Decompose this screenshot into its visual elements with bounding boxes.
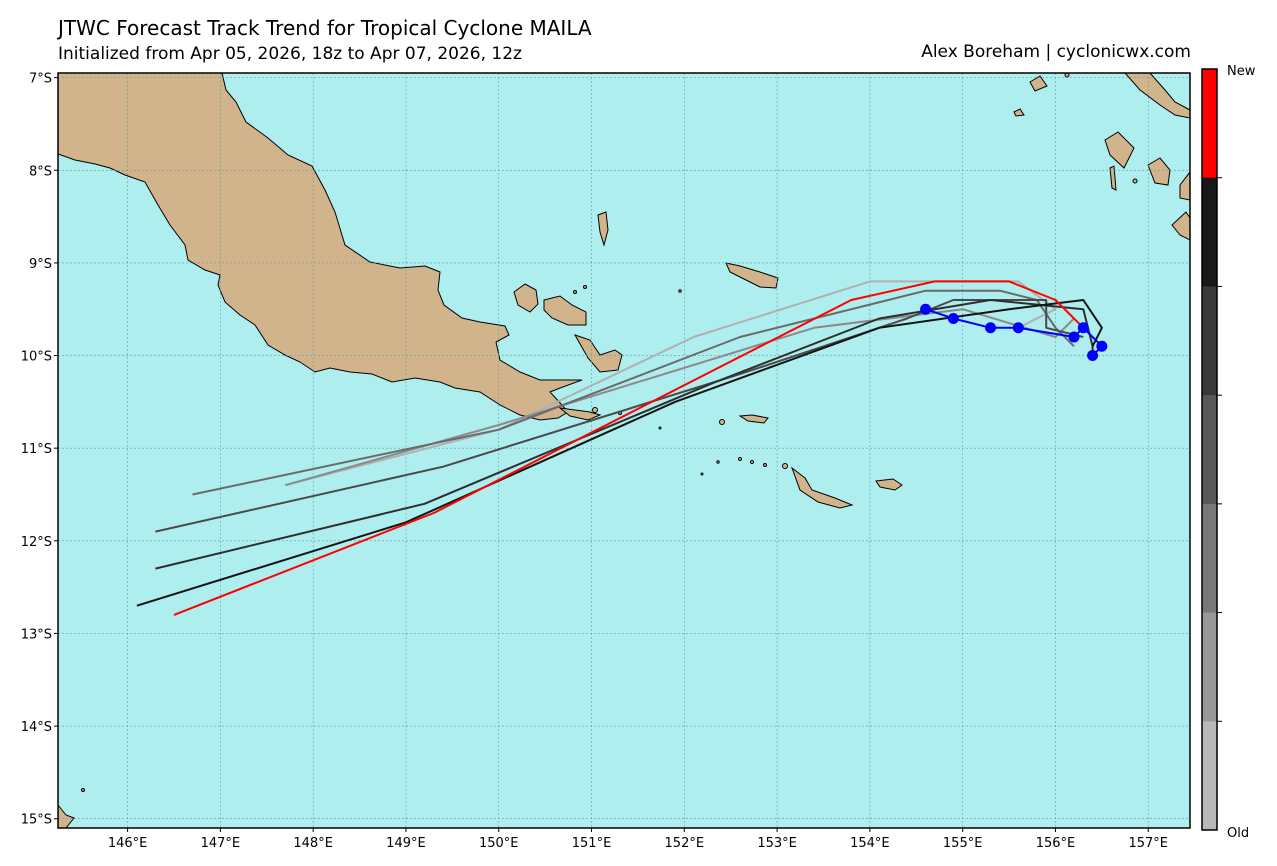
land-new-guinea — [58, 73, 583, 421]
land-island-d — [597, 211, 609, 247]
x-tick-label: 146°E — [108, 836, 148, 851]
x-tick-label: 147°E — [201, 836, 241, 851]
chart-title: JTWC Forecast Track Trend for Tropical C… — [58, 16, 592, 40]
y-tick-label: 8°S — [29, 164, 52, 179]
land-island-l — [1147, 157, 1171, 186]
land-island-b — [543, 295, 587, 326]
best-track-point — [985, 322, 997, 334]
land-island-n — [1109, 165, 1117, 191]
land-island-h — [875, 478, 903, 491]
land-island-a — [513, 283, 539, 313]
land-island-p — [1029, 75, 1048, 92]
colorbar-segment — [1202, 69, 1217, 179]
x-tick-label: 156°E — [1036, 836, 1076, 851]
y-tick-label: 11°S — [21, 442, 52, 457]
y-tick-label: 15°S — [21, 813, 52, 828]
y-tick-label: 9°S — [29, 257, 52, 272]
chart-subtitle: Initialized from Apr 05, 2026, 18z to Ap… — [58, 44, 522, 64]
colorbar-segment — [1202, 177, 1217, 287]
map-gridlines — [58, 73, 1190, 828]
x-tick-label: 155°E — [943, 836, 983, 851]
colorbar-segment — [1202, 286, 1217, 396]
map-frame — [57, 72, 1191, 829]
best-track-point — [920, 303, 932, 315]
best-track-point — [1087, 350, 1099, 362]
y-axis-ticks: 7°S 8°S 9°S 10°S 11°S 12°S 13°S 14°S 15°S — [21, 72, 58, 828]
land-island-g — [790, 466, 854, 509]
best-track-point — [1068, 331, 1080, 343]
land-island-c — [573, 334, 623, 373]
land-island-m — [1171, 211, 1190, 241]
best-track-point — [947, 312, 959, 324]
credit-label: Alex Boreham | cyclonicwx.com — [921, 42, 1191, 62]
colorbar-top-label: New — [1227, 64, 1256, 79]
best-track-point — [1077, 322, 1089, 334]
y-tick-label: 13°S — [21, 627, 52, 642]
colorbar-segment — [1202, 503, 1217, 614]
land-layer — [58, 73, 1190, 828]
best-track-point — [1096, 340, 1108, 352]
x-tick-label: 152°E — [665, 836, 705, 851]
forecast-track-3 — [192, 289, 1075, 496]
land-island-j — [1124, 73, 1190, 119]
forecast-track-5 — [155, 299, 1094, 570]
x-tick-label: 151°E — [572, 836, 612, 851]
land-island-q — [1013, 108, 1025, 117]
colorbar-segment — [1202, 395, 1217, 505]
forecast-track-7 — [173, 280, 1085, 616]
x-tick-label: 150°E — [479, 836, 519, 851]
land-island-i — [558, 407, 602, 421]
best-track-point — [1012, 322, 1024, 334]
best-track — [920, 303, 1108, 362]
x-axis-ticks: 146°E 147°E 148°E 149°E 150°E 151°E 152°E 153°E… — [108, 828, 1168, 851]
forecast-track-6 — [136, 299, 1103, 607]
x-tick-label: 148°E — [293, 836, 333, 851]
colorbar-segment — [1202, 721, 1217, 831]
land-island-k — [1104, 131, 1135, 169]
colorbar-frame — [1201, 68, 1218, 831]
y-tick-label: 14°S — [21, 720, 52, 735]
x-tick-label: 149°E — [386, 836, 426, 851]
colorbar-bottom-label: Old — [1227, 826, 1249, 841]
land-island-o — [1179, 171, 1190, 201]
y-tick-label: 12°S — [21, 535, 52, 550]
land-island-r — [58, 804, 75, 828]
land-island-f — [738, 414, 769, 424]
x-tick-label: 154°E — [850, 836, 890, 851]
land-island-e — [725, 262, 779, 289]
y-tick-label: 10°S — [21, 350, 52, 365]
x-tick-label: 157°E — [1128, 836, 1168, 851]
colorbar-segment — [1202, 612, 1217, 722]
y-tick-label: 7°S — [29, 72, 52, 87]
colorbar — [1201, 68, 1222, 831]
x-tick-label: 153°E — [757, 836, 797, 851]
